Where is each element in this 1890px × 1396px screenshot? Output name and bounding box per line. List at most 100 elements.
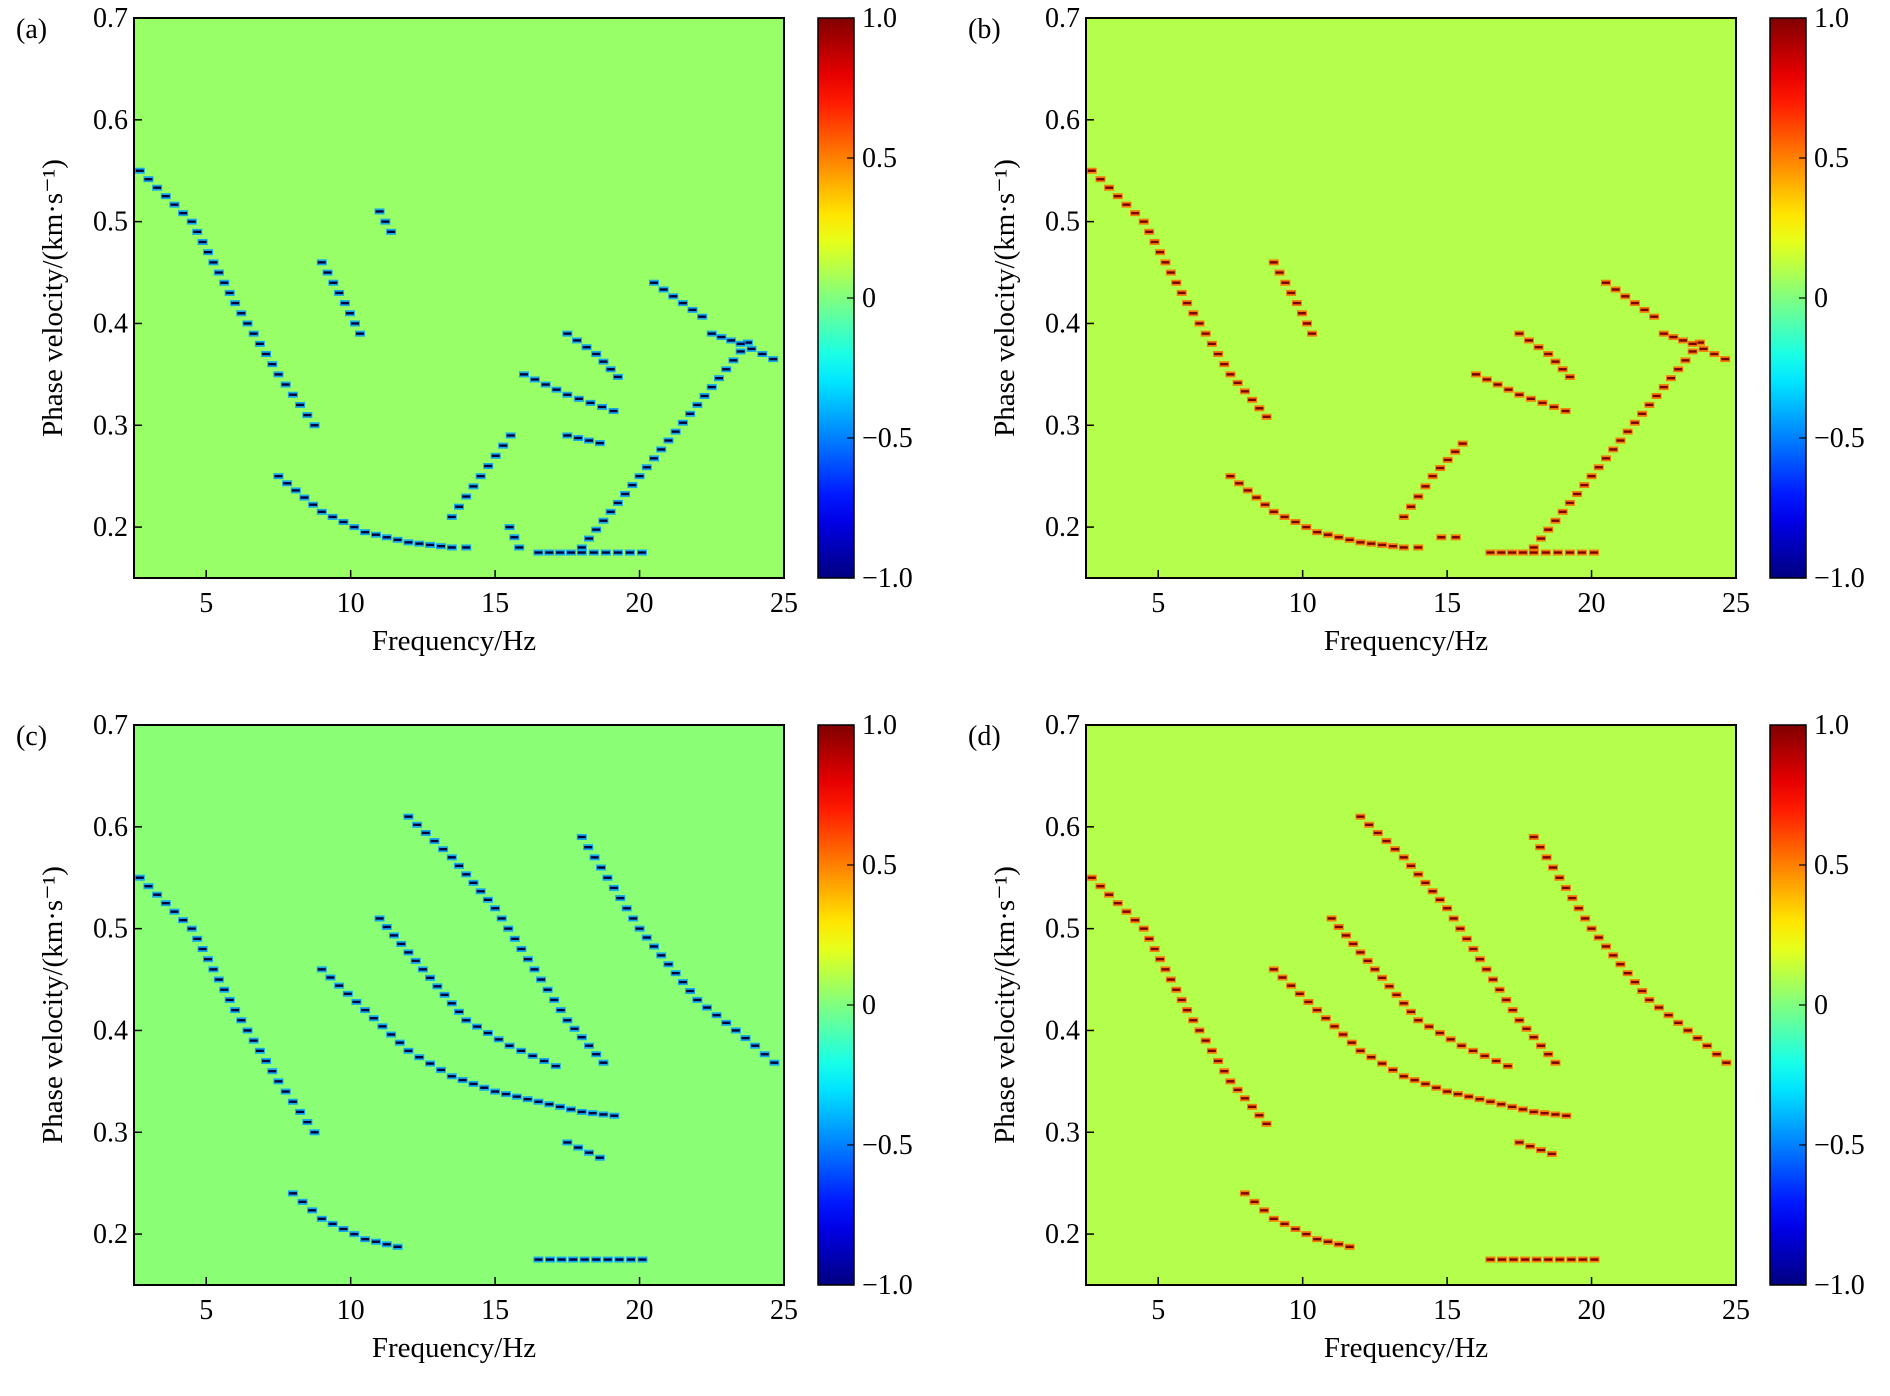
colorbar-tick-label: −0.5 [1814,423,1865,454]
ridge-cell [283,482,292,485]
ridge-cell [393,1245,402,1249]
colorbar-tick-label: 1.0 [1814,710,1849,741]
ridge-cell [1240,1192,1249,1195]
x-tick-label: 10 [1289,588,1317,619]
ridge-cell [523,1097,532,1101]
ridge-cell [393,538,402,542]
ridge-cell [722,368,731,371]
ridge-cell [288,393,297,396]
ridge-cell [433,985,442,988]
ridge-cell [1609,448,1618,451]
y-tick-label: 0.6 [1045,812,1080,843]
ridges-group [1086,167,1731,556]
ridge-cell [1330,1025,1339,1028]
ridge-cell [447,546,456,549]
ridge-cell [1529,1110,1538,1114]
ridge-cell [1201,332,1210,335]
ridge-cell [1250,1200,1259,1204]
ridge-cell [504,927,513,930]
ridge-cell [274,474,283,478]
ridge-cell [650,457,658,460]
ridge-6 [533,1256,648,1263]
ridge-cell [1260,1209,1269,1212]
ridge-cell [1177,998,1186,1002]
ridge-cell [1695,341,1704,344]
ridge-cell [339,520,348,524]
ridge-cell [1214,1059,1223,1063]
ridge-4 [1436,534,1461,541]
ridge-cell [309,503,318,506]
ridge-cell [626,1258,635,1261]
ridge-cell [517,947,526,951]
ridge-0 [134,874,320,1136]
ridge-cell [395,1041,404,1044]
x-tick-label: 10 [337,1295,365,1326]
heatmap-svg: 5 10 15 20 25 0.2 0.3 0.4 0.5 0.6 0.7 Frequency/Hz P… [968,710,1865,1364]
ridge-5 [1485,549,1599,556]
ridge-cell [1699,347,1708,351]
ridge-cell [225,998,234,1002]
panel-label: (d) [968,721,1001,752]
ridges-group [134,813,780,1263]
ridge-cell [585,1044,593,1047]
ridge-cell [657,448,666,451]
ridge-cell [1565,551,1574,554]
ridge-cell [1590,1258,1599,1261]
ridge-cell [715,376,723,380]
y-tick-label: 0.6 [1045,105,1080,136]
ridge-cell [462,495,471,498]
ridge-cell [499,444,508,447]
ridge-cell [1334,536,1343,539]
ridge-cell [1291,1227,1300,1231]
ridge-cell [731,1029,740,1032]
ridge-cell [1464,1095,1473,1098]
ridge-cell [517,1049,526,1053]
ridge-cell [1435,898,1444,901]
y-tick-label: 0.5 [93,914,128,945]
ridge-cell [204,250,213,254]
ridge-cell [741,1036,750,1040]
ridge-cell [1722,1061,1731,1064]
colorbar-tick-label: 0 [862,990,876,1021]
ridge-cell [650,945,658,948]
ridge-1 [1225,473,1424,551]
ridge-cell [758,352,767,356]
ridge-cell [418,968,427,971]
ridge-cell [1195,322,1204,325]
y-tick-label: 0.7 [1045,710,1080,741]
ridge-cell [642,936,651,939]
ridge-cell [1581,917,1590,920]
ridge-cell [1287,984,1296,987]
ridge-cell [1574,907,1583,910]
ridge-cell [198,240,207,244]
ridge-cell [274,373,283,376]
ridge-cell [1443,1090,1452,1093]
ridge-cell [1388,544,1397,548]
ridge-cell [1226,373,1235,376]
ridge-1 [287,1190,403,1250]
ridge-cell [404,541,413,544]
ridge-cell [1087,876,1096,879]
ridge-cell [455,1010,463,1013]
ridge-cell [1261,503,1270,506]
ridge-cell [1537,1148,1545,1152]
ridge-cell [397,942,406,946]
x-tick-label: 15 [481,1295,509,1326]
ridge-cell [1432,1086,1441,1089]
ridge-cell [609,409,618,413]
ridge-cell [1345,1245,1354,1249]
ridge-cell [1334,1243,1343,1246]
ridge-cell [1558,368,1567,371]
ridge-cell [1504,388,1513,391]
ridge-cell [1616,963,1625,966]
ridge-cell [1407,864,1415,868]
ridge-cell [1544,528,1553,531]
x-tick-label: 15 [481,588,509,619]
ridge-cell [382,536,391,539]
ridge-cell [1688,350,1697,353]
ridge-cell [1578,1258,1587,1261]
ridge-cell [770,1061,779,1064]
ridge-cell [288,1100,297,1103]
ridge-cell [520,373,528,376]
ridge-cell [1161,968,1170,971]
